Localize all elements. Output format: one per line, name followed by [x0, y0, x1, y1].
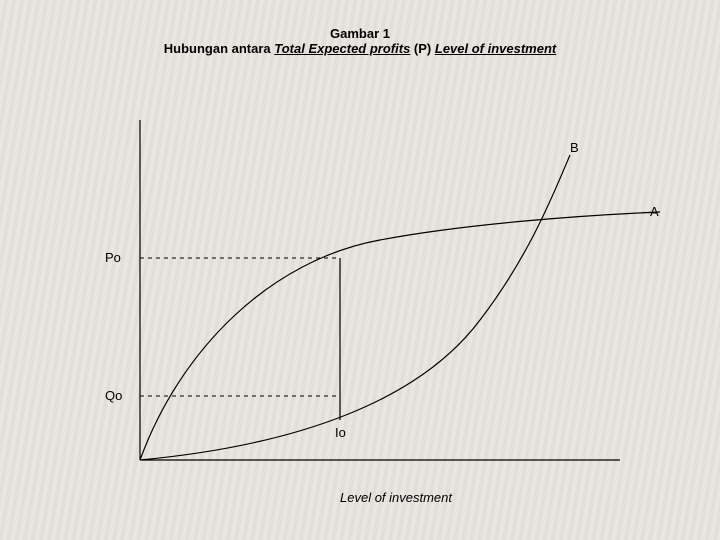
curve-a-label: A: [650, 204, 659, 219]
curve-b-label: B: [570, 140, 579, 155]
io-label: Io: [335, 425, 346, 440]
po-label: Po: [105, 250, 121, 265]
x-axis-label: Level of investment: [340, 490, 452, 505]
curve-b: [140, 155, 570, 460]
chart-area: Level of investment A B Po Qo Io: [0, 0, 720, 540]
qo-label: Qo: [105, 388, 122, 403]
curve-a: [140, 212, 660, 460]
chart-svg: [0, 0, 720, 540]
